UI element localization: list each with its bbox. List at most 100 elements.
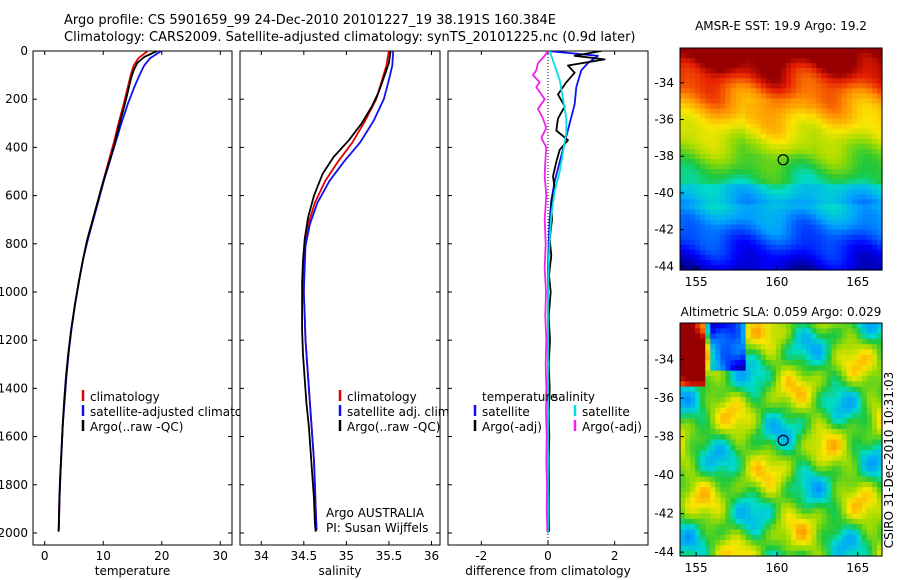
heatmap-cell (781, 518, 787, 525)
heatmap-cell (781, 133, 787, 140)
heatmap-cell (710, 184, 716, 190)
heatmap-cell (695, 209, 701, 216)
heatmap-cell (700, 465, 706, 472)
heatmap-cell (846, 338, 853, 345)
heatmap-cell (685, 244, 691, 251)
heatmap-cell (821, 133, 828, 140)
heatmap-cell (720, 524, 727, 531)
depth-tick-label: 800 (5, 237, 28, 251)
heatmap-cell (811, 360, 817, 366)
heatmap-cell (720, 189, 727, 195)
heatmap-cell (876, 487, 883, 494)
heatmap-cell (685, 381, 691, 388)
heatmap-cell (781, 360, 787, 366)
heatmap-cell (720, 224, 727, 231)
heatmap-cell (871, 328, 878, 335)
heatmap-cell (846, 375, 853, 382)
heatmap-cell (695, 153, 701, 160)
heatmap-cell (710, 148, 716, 155)
heatmap-cell (851, 545, 858, 552)
heatmap-cell (861, 471, 868, 478)
heatmap-cell (680, 381, 686, 388)
heatmap-cell (725, 224, 732, 231)
heatmap-cell (826, 78, 833, 84)
heatmap-cell (720, 381, 727, 388)
heatmap-cell (680, 545, 686, 552)
heatmap-cell (690, 68, 696, 74)
heatmap-cell (786, 224, 792, 231)
heatmap-cell (841, 159, 848, 165)
heatmap-cell (695, 529, 701, 536)
heatmap-cell (836, 540, 843, 547)
heatmap-cell (695, 88, 701, 95)
heatmap-cell (700, 397, 706, 404)
heatmap-cell (836, 492, 843, 499)
heatmap-cell (710, 53, 716, 59)
heatmap-cell (861, 540, 868, 547)
heatmap-cell (796, 423, 802, 430)
heatmap-cell (876, 455, 883, 462)
heatmap-cell (695, 450, 701, 456)
heatmap-cell (725, 169, 732, 175)
heatmap-cell (846, 169, 853, 175)
heatmap-cell (856, 428, 863, 435)
heatmap-cell (755, 68, 762, 74)
heatmap-cell (821, 53, 828, 59)
heatmap-cell (765, 259, 772, 266)
heatmap-cell (775, 476, 782, 483)
heatmap-cell (861, 103, 868, 110)
heatmap-cell (770, 189, 777, 195)
heatmap-cell (715, 471, 721, 478)
heatmap-cell (750, 174, 757, 180)
heatmap-cell (836, 323, 843, 329)
heatmap-cell (866, 254, 873, 261)
heatmap-cell (735, 189, 742, 195)
heatmap-cell (796, 460, 802, 467)
heatmap-cell (725, 550, 732, 557)
heatmap-cell (685, 391, 691, 398)
heatmap-cell (811, 439, 817, 446)
heatmap-cell (806, 214, 812, 221)
heatmap-cell (700, 481, 706, 488)
heatmap-cell (750, 123, 757, 130)
heatmap-cell (801, 83, 807, 89)
heatmap-cell (811, 397, 817, 404)
heatmap-cell (680, 413, 686, 419)
heatmap-cell (765, 118, 772, 125)
heatmap-cell (871, 381, 878, 388)
heatmap-cell (710, 68, 716, 74)
heatmap-cell (750, 254, 757, 261)
heatmap-cell (816, 365, 822, 372)
heatmap-cell (781, 476, 787, 483)
heatmap-cell (811, 370, 817, 377)
heatmap-cell (755, 524, 762, 531)
heatmap-cell (695, 48, 701, 54)
heatmap-cell (715, 128, 721, 135)
heatmap-cell (690, 328, 696, 335)
heatmap-cell (695, 344, 701, 351)
heatmap-cell (720, 455, 727, 462)
heatmap-cell (770, 148, 777, 155)
heatmap-cell (791, 529, 797, 536)
heatmap-cell (720, 540, 727, 547)
heatmap-cell (786, 239, 792, 246)
heatmap-cell (725, 244, 732, 251)
heatmap-cell (836, 83, 843, 89)
heatmap-cell (695, 444, 701, 451)
heatmap-cell (796, 450, 802, 456)
heatmap-cell (816, 381, 822, 388)
heatmap-cell (851, 98, 858, 105)
heatmap-cell (821, 58, 828, 64)
heatmap-cell (811, 434, 817, 441)
sla_map-ytick-label: -36 (654, 391, 674, 405)
heatmap-cell (841, 58, 848, 64)
heatmap-cell (821, 476, 828, 483)
heatmap-cell (700, 534, 706, 541)
heatmap-cell (695, 148, 701, 155)
heatmap-cell (750, 244, 757, 251)
heatmap-cell (735, 234, 742, 241)
heatmap-cell (786, 413, 792, 419)
heatmap-cell (831, 323, 838, 329)
heatmap-cell (841, 471, 848, 478)
heatmap-cell (735, 209, 742, 216)
